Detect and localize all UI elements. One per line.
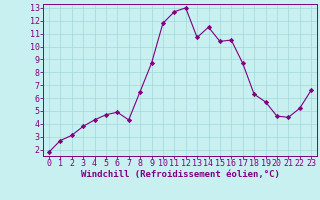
X-axis label: Windchill (Refroidissement éolien,°C): Windchill (Refroidissement éolien,°C)	[81, 170, 279, 179]
